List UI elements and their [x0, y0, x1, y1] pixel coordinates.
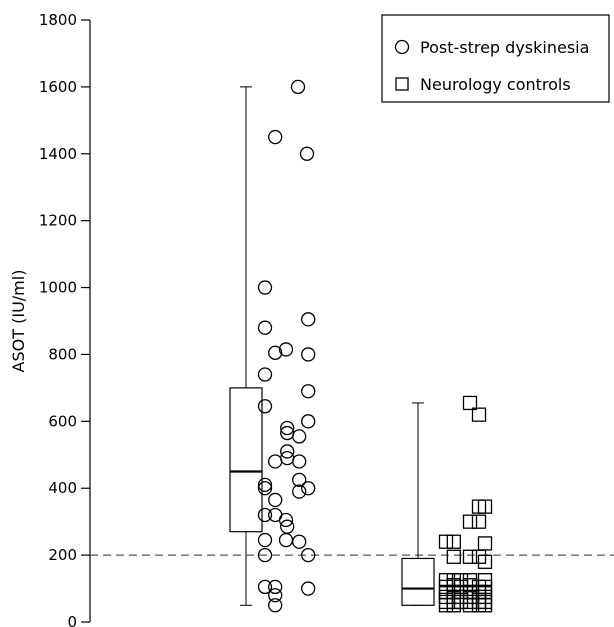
data-point-circle	[292, 534, 307, 549]
data-point-circle	[290, 79, 306, 95]
y-tick-label: 0	[67, 613, 77, 627]
data-point-square	[453, 594, 469, 610]
legend-square-marker-icon	[395, 77, 409, 91]
y-tick-label: 1600	[39, 78, 77, 96]
box-plot-post-strep	[229, 86, 263, 606]
legend: Post-strep dyskinesia Neurology controls	[381, 14, 610, 103]
data-points-layer	[257, 79, 493, 613]
box-iqr	[229, 387, 263, 533]
legend-label-post-strep: Post-strep dyskinesia	[420, 38, 589, 57]
legend-circle-marker-icon	[394, 39, 410, 55]
y-tick-label: 600	[48, 412, 77, 430]
y-tick-label: 1400	[39, 145, 77, 163]
data-point-circle	[268, 345, 283, 360]
legend-frame	[381, 14, 610, 103]
data-point-circle	[268, 129, 283, 145]
data-point-square	[477, 536, 493, 551]
data-point-square	[477, 554, 493, 569]
data-point-square	[462, 598, 478, 613]
data-point-circle	[280, 420, 295, 436]
data-point-square	[462, 594, 478, 610]
data-point-circle	[292, 472, 307, 488]
y-axis-title: ASOT (IU/ml)	[9, 270, 28, 373]
data-point-square	[471, 407, 487, 422]
data-point-circle	[257, 481, 273, 496]
box-iqr	[401, 557, 435, 606]
data-point-square	[438, 589, 454, 605]
data-point-circle	[257, 477, 273, 493]
data-point-square	[446, 549, 461, 564]
legend-label-neurology-controls: Neurology controls	[420, 75, 571, 94]
data-point-circle	[301, 312, 316, 327]
data-point-circle	[257, 367, 273, 382]
data-point-square	[462, 549, 478, 564]
data-point-circle	[301, 414, 316, 429]
data-point-circle	[257, 280, 273, 295]
data-point-square	[477, 598, 493, 613]
data-point-square	[446, 594, 461, 610]
box-plot-neurology-controls	[401, 402, 435, 606]
y-tick-label: 200	[48, 546, 77, 564]
data-point-circle	[268, 598, 283, 613]
data-point-square	[462, 589, 478, 605]
data-point-circle	[268, 492, 283, 508]
data-point-circle	[301, 481, 316, 496]
data-point-circle	[268, 579, 283, 595]
data-point-circle	[257, 507, 273, 523]
data-point-square	[471, 499, 487, 514]
data-point-circle	[301, 547, 316, 563]
data-point-circle	[268, 454, 283, 469]
data-point-circle	[257, 399, 273, 414]
data-point-circle	[257, 547, 273, 563]
data-point-circle	[278, 342, 294, 357]
data-point-square	[438, 534, 454, 549]
data-point-square	[462, 514, 478, 529]
data-point-circle	[301, 581, 316, 596]
data-point-square	[446, 589, 461, 605]
data-point-circle	[292, 484, 307, 499]
data-point-circle	[301, 384, 316, 399]
y-tick-label: 800	[48, 345, 77, 363]
data-point-square	[446, 598, 461, 613]
box-plot-layer	[229, 86, 435, 606]
data-point-circle	[257, 320, 273, 335]
data-point-circle	[292, 429, 307, 444]
data-point-circle	[280, 444, 295, 459]
data-point-circle	[299, 146, 315, 161]
data-point-circle	[278, 512, 294, 528]
y-tick-label: 400	[48, 479, 77, 497]
y-axis: 0 200 400 600 800 1000 1200 1400 1600 1800	[39, 11, 91, 627]
y-tick-label: 1800	[39, 11, 77, 29]
y-tick-label: 1000	[39, 279, 77, 297]
data-point-circle	[278, 532, 294, 548]
data-point-square	[462, 395, 478, 411]
data-point-circle	[268, 588, 283, 603]
y-tick-label: 1200	[39, 212, 77, 230]
data-point-circle	[301, 347, 316, 362]
data-point-circle	[257, 532, 273, 548]
data-point-square	[471, 514, 487, 529]
data-point-square	[438, 598, 454, 613]
data-point-circle	[257, 579, 273, 595]
data-point-square	[453, 589, 469, 605]
data-point-square	[438, 594, 454, 610]
data-point-circle	[292, 454, 307, 469]
data-point-square	[446, 534, 461, 549]
